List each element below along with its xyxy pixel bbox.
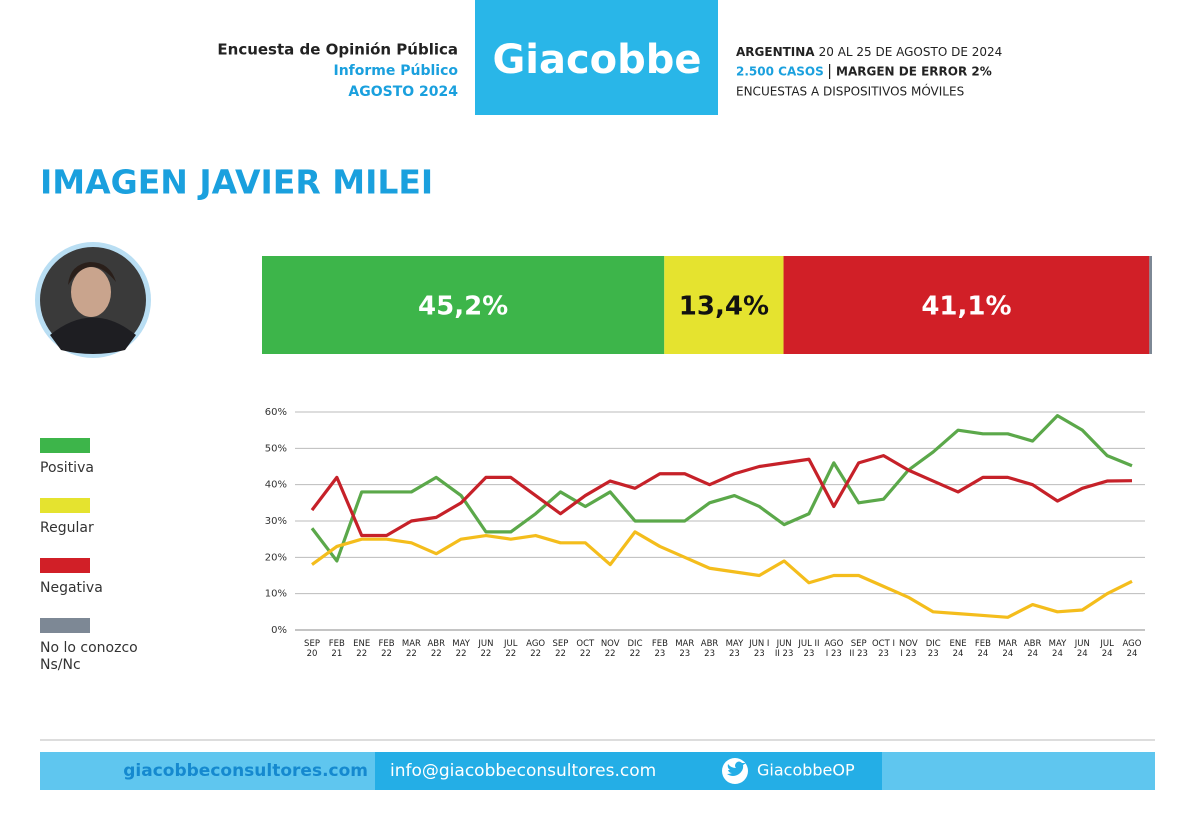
x-tick-label: DIC 22 xyxy=(628,639,643,659)
footer-email-bg xyxy=(375,752,705,790)
x-tick-label: JUN 22 xyxy=(477,639,493,659)
x-tick-label: NOV 22 xyxy=(601,639,620,659)
brand-box xyxy=(475,0,718,115)
legend-swatch xyxy=(40,558,90,573)
legend-label: Regular xyxy=(40,520,94,536)
legend-swatch xyxy=(40,438,90,453)
x-tick-label: AGO I 23 xyxy=(824,639,843,659)
x-tick-label: JUN 24 xyxy=(1074,639,1090,659)
report-type: Informe Público xyxy=(333,63,458,79)
x-tick-label: MAY 22 xyxy=(452,639,470,659)
series-line xyxy=(310,454,1133,538)
footer-website[interactable]: giacobbeconsultores.com xyxy=(123,761,368,781)
x-tick-label: SEP II 23 xyxy=(849,639,868,659)
y-tick-label: 30% xyxy=(265,516,287,527)
twitter-bird xyxy=(727,761,746,776)
y-tick-label: 0% xyxy=(271,625,287,636)
value-label: 41,1% xyxy=(921,292,1011,322)
x-tick-label: OCT 22 xyxy=(576,639,595,659)
dates: 20 AL 25 DE AGOSTO DE 2024 xyxy=(819,45,1003,59)
portrait-suit xyxy=(50,317,136,354)
x-tick-label: SEP 20 xyxy=(304,639,320,659)
y-tick-label: 40% xyxy=(265,480,287,491)
value-label: 45,2% xyxy=(418,292,508,322)
x-tick-label: ENE 22 xyxy=(353,639,370,659)
x-tick-label: MAR 24 xyxy=(998,639,1017,659)
bar-segment xyxy=(664,256,784,354)
x-tick-label: ABR 23 xyxy=(701,639,719,659)
legend-label: Positiva xyxy=(40,460,94,476)
margin: MARGEN DE ERROR 2% xyxy=(836,65,992,79)
x-tick-label: MAR 22 xyxy=(402,639,421,659)
series-line xyxy=(310,414,1133,563)
x-tick-label: OCT I 23 xyxy=(872,639,895,659)
separator xyxy=(829,64,831,79)
portrait-hair xyxy=(68,262,116,285)
bar-segment xyxy=(262,256,665,354)
x-tick-label: FEB 23 xyxy=(652,639,668,659)
page-title: IMAGEN JAVIER MILEI xyxy=(40,163,433,202)
x-tick-label: JUL II 23 xyxy=(797,639,819,659)
x-tick-label: FEB 21 xyxy=(329,639,345,659)
legend-swatch xyxy=(40,498,90,513)
x-tick-label: ABR 22 xyxy=(427,639,445,659)
x-tick-label: ABR 24 xyxy=(1024,639,1042,659)
location: ARGENTINA xyxy=(736,45,815,59)
x-tick-label: AGO 22 xyxy=(526,639,545,659)
x-tick-label: MAY 24 xyxy=(1049,639,1067,659)
x-tick-label: MAR 23 xyxy=(675,639,694,659)
x-tick-label: JUN II 23 xyxy=(775,639,794,659)
x-tick-label: JUL 24 xyxy=(1099,639,1114,659)
portrait-face xyxy=(71,267,111,317)
x-tick-label: SEP 22 xyxy=(553,639,569,659)
method: ENCUESTAS A DISPOSITIVOS MÓVILES xyxy=(736,84,964,99)
location-line: ARGENTINA 20 AL 25 DE AGOSTO DE 2024 xyxy=(736,45,1002,59)
footer-twitter[interactable]: GiacobbeOP xyxy=(757,761,855,780)
series-line xyxy=(311,530,1133,619)
x-tick-label: ENE 24 xyxy=(950,639,967,659)
y-tick-label: 60% xyxy=(265,407,287,418)
portrait xyxy=(35,242,151,358)
x-tick-label: NOV I 23 xyxy=(899,639,918,659)
y-tick-label: 10% xyxy=(265,589,287,600)
x-tick-label: MAY 23 xyxy=(726,639,744,659)
report-period: AGOSTO 2024 xyxy=(348,84,458,100)
value-label: 13,4% xyxy=(679,292,769,322)
legend-label: Negativa xyxy=(40,580,103,596)
survey-name: Encuesta de Opinión Pública xyxy=(217,41,458,59)
x-tick-label: FEB 22 xyxy=(378,639,394,659)
x-tick-label: JUN I 23 xyxy=(748,639,769,659)
x-tick-label: DIC 23 xyxy=(926,639,941,659)
legend-swatch xyxy=(40,618,90,633)
x-tick-label: JUL 22 xyxy=(503,639,518,659)
x-tick-label: FEB 24 xyxy=(975,639,991,659)
bar-segment xyxy=(783,256,1150,354)
cases: 2.500 CASOS xyxy=(736,65,824,79)
legend-label: No lo conozco Ns/Nc xyxy=(40,640,138,673)
bar-segment xyxy=(1149,256,1152,354)
brand: Giacobbe xyxy=(492,37,701,83)
footer-email[interactable]: info@giacobbeconsultores.com xyxy=(390,761,656,781)
y-tick-label: 20% xyxy=(265,552,287,563)
x-tick-label: AGO 24 xyxy=(1123,639,1142,659)
y-tick-label: 50% xyxy=(265,443,287,454)
